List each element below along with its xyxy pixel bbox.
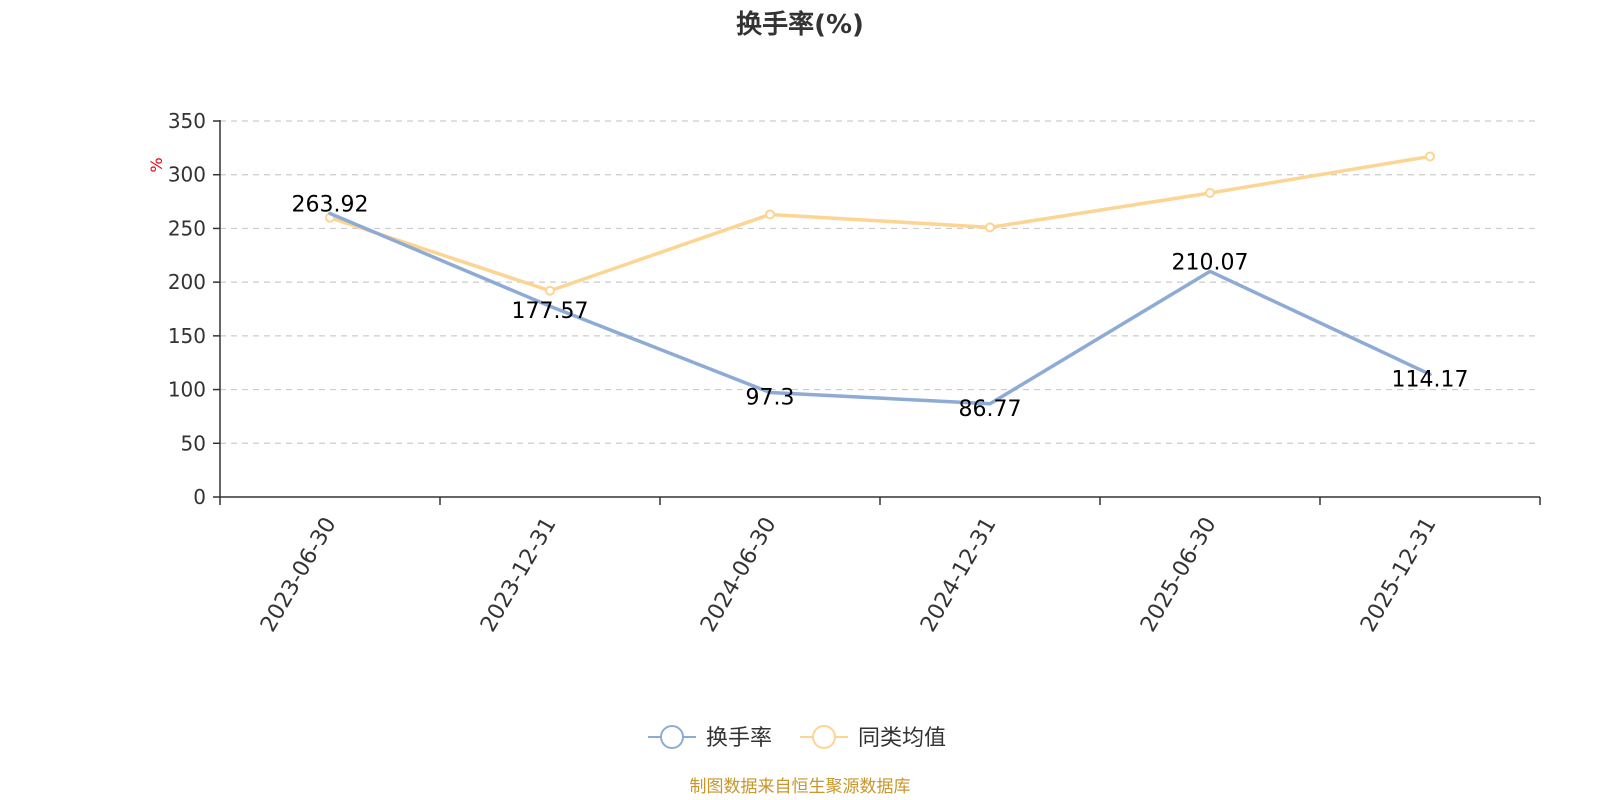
y-tick-label: 0 [193, 485, 206, 509]
series-point [1205, 187, 1215, 198]
data-label: 210.07 [1172, 250, 1249, 275]
series-point [985, 222, 995, 233]
data-source-note: 制图数据来自恒生聚源数据库 [690, 777, 911, 797]
x-tick-label: 2025-06-30 [1136, 513, 1222, 636]
axes: 0 50 100 150 200 250 300 350 2023-06-30 2023-12-3… [168, 109, 1541, 636]
legend-item-1: 同类均值 [800, 725, 946, 751]
legend-marker [660, 725, 684, 749]
series-point [765, 209, 775, 220]
y-tick-label: 150 [168, 324, 206, 348]
legend: 换手率 同类均值 [648, 725, 946, 751]
y-tick-label: 100 [168, 378, 206, 402]
x-tick-label: 2024-06-30 [696, 513, 782, 636]
series-layer [325, 151, 1435, 406]
y-tick-label: 300 [168, 163, 206, 187]
legend-item-0: 换手率 [648, 725, 772, 751]
chart-title: 换手率(%) [736, 9, 864, 40]
data-label: 263.92 [292, 192, 369, 217]
series-point [1425, 151, 1435, 162]
data-label: 177.57 [512, 299, 589, 324]
data-label: 86.77 [959, 397, 1022, 422]
y-tick-label: 250 [168, 216, 206, 240]
x-tick-label: 2023-06-30 [256, 513, 342, 636]
x-tick-label: 2024-12-31 [916, 513, 1002, 636]
data-labels: 263.92 177.57 97.3 86.77 210.07 114.17 [292, 192, 1469, 421]
series-point [545, 285, 555, 296]
data-label: 114.17 [1392, 367, 1469, 392]
grid-lines [220, 120, 1540, 444]
legend-label: 换手率 [706, 726, 772, 751]
data-label: 97.3 [746, 385, 795, 410]
y-tick-label: 350 [168, 109, 206, 133]
series-line-1 [328, 154, 1432, 293]
y-tick-label: 50 [181, 431, 206, 455]
y-axis-unit: % [147, 157, 166, 172]
x-tick-label: 2023-12-31 [476, 513, 562, 636]
x-tick-label: 2025-12-31 [1356, 513, 1442, 636]
series-line-0 [328, 211, 1432, 406]
y-tick-label: 200 [168, 270, 206, 294]
legend-marker [812, 725, 836, 749]
legend-label: 同类均值 [858, 726, 946, 751]
